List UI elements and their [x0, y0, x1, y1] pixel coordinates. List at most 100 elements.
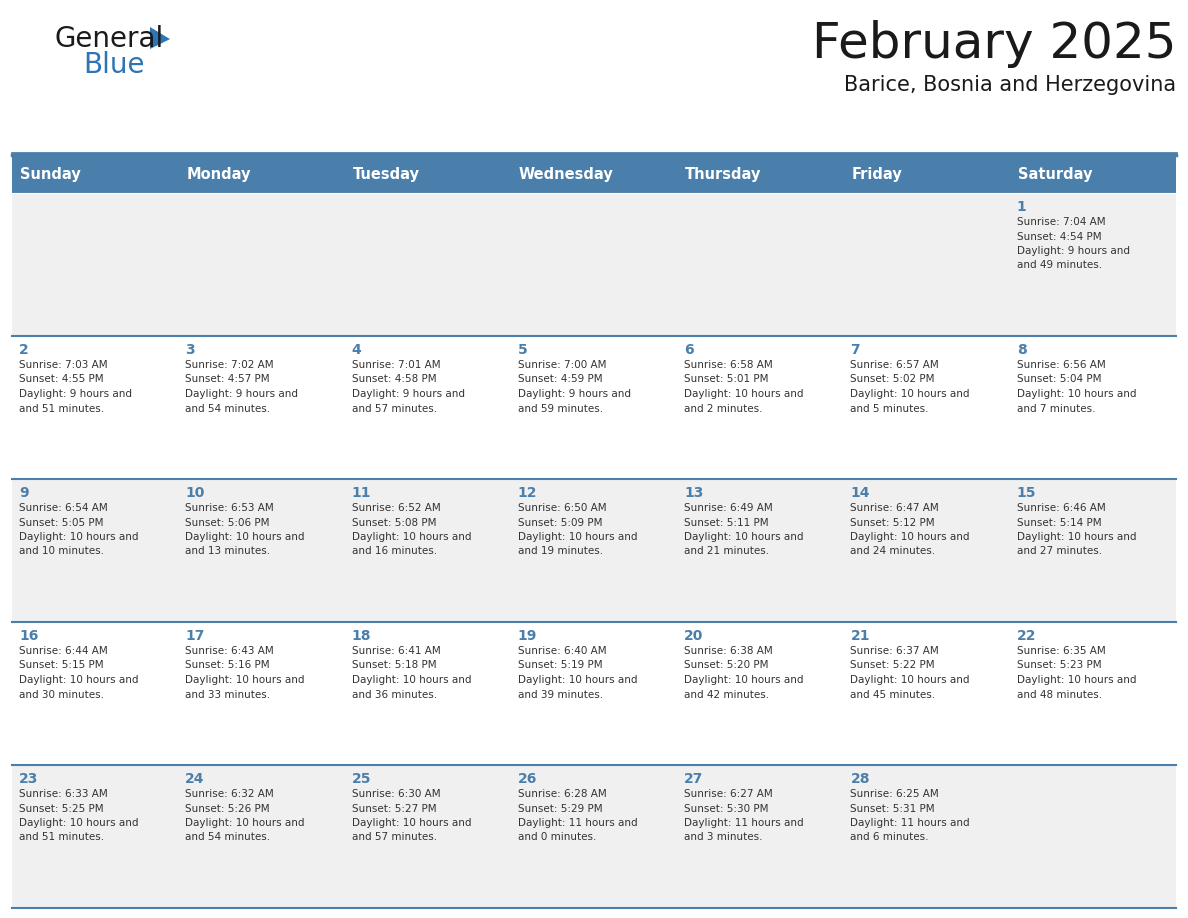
Text: Sunrise: 6:33 AM: Sunrise: 6:33 AM — [19, 789, 108, 799]
Text: 23: 23 — [19, 772, 38, 786]
Text: and 48 minutes.: and 48 minutes. — [1017, 689, 1101, 700]
Text: Daylight: 10 hours and: Daylight: 10 hours and — [352, 532, 472, 542]
Text: Daylight: 10 hours and: Daylight: 10 hours and — [1017, 532, 1136, 542]
Text: 4: 4 — [352, 343, 361, 357]
Text: Daylight: 10 hours and: Daylight: 10 hours and — [352, 818, 472, 828]
Text: 5: 5 — [518, 343, 527, 357]
Text: Daylight: 10 hours and: Daylight: 10 hours and — [518, 675, 637, 685]
Text: and 54 minutes.: and 54 minutes. — [185, 404, 271, 413]
Text: Sunset: 5:01 PM: Sunset: 5:01 PM — [684, 375, 769, 385]
Text: Thursday: Thursday — [685, 166, 762, 182]
Text: 6: 6 — [684, 343, 694, 357]
Bar — [178, 336, 345, 479]
Text: and 54 minutes.: and 54 minutes. — [185, 833, 271, 843]
Bar — [345, 765, 511, 908]
Text: and 21 minutes.: and 21 minutes. — [684, 546, 770, 556]
Text: Sunset: 4:54 PM: Sunset: 4:54 PM — [1017, 231, 1101, 241]
Bar — [1010, 155, 1176, 193]
Text: and 13 minutes.: and 13 minutes. — [185, 546, 271, 556]
Bar — [677, 193, 843, 336]
Text: Daylight: 9 hours and: Daylight: 9 hours and — [19, 389, 132, 399]
Bar — [843, 622, 1010, 765]
Text: Sunset: 5:27 PM: Sunset: 5:27 PM — [352, 803, 436, 813]
Text: Sunset: 5:18 PM: Sunset: 5:18 PM — [352, 660, 436, 670]
Text: Sunrise: 6:58 AM: Sunrise: 6:58 AM — [684, 360, 773, 370]
Bar — [677, 765, 843, 908]
Text: Sunset: 5:26 PM: Sunset: 5:26 PM — [185, 803, 270, 813]
Text: Blue: Blue — [83, 51, 145, 79]
Text: Sunset: 5:05 PM: Sunset: 5:05 PM — [19, 518, 103, 528]
Bar — [345, 193, 511, 336]
Text: Tuesday: Tuesday — [353, 166, 419, 182]
Text: 9: 9 — [19, 486, 29, 500]
Text: Daylight: 10 hours and: Daylight: 10 hours and — [185, 675, 305, 685]
Text: Barice, Bosnia and Herzegovina: Barice, Bosnia and Herzegovina — [843, 75, 1176, 95]
Text: Sunrise: 6:38 AM: Sunrise: 6:38 AM — [684, 646, 773, 656]
Text: 18: 18 — [352, 629, 371, 643]
Text: 21: 21 — [851, 629, 870, 643]
Text: Sunset: 5:02 PM: Sunset: 5:02 PM — [851, 375, 935, 385]
Text: 17: 17 — [185, 629, 204, 643]
Text: Sunset: 5:14 PM: Sunset: 5:14 PM — [1017, 518, 1101, 528]
Text: Sunset: 4:59 PM: Sunset: 4:59 PM — [518, 375, 602, 385]
Text: Daylight: 10 hours and: Daylight: 10 hours and — [19, 818, 139, 828]
Text: Daylight: 10 hours and: Daylight: 10 hours and — [185, 532, 305, 542]
Text: Wednesday: Wednesday — [519, 166, 614, 182]
Bar — [178, 479, 345, 622]
Text: Daylight: 10 hours and: Daylight: 10 hours and — [851, 675, 969, 685]
Text: Sunset: 5:12 PM: Sunset: 5:12 PM — [851, 518, 935, 528]
Text: Sunrise: 6:47 AM: Sunrise: 6:47 AM — [851, 503, 940, 513]
Text: 24: 24 — [185, 772, 204, 786]
Text: Daylight: 10 hours and: Daylight: 10 hours and — [1017, 675, 1136, 685]
Text: 1: 1 — [1017, 200, 1026, 214]
Text: 10: 10 — [185, 486, 204, 500]
Text: Sunrise: 6:57 AM: Sunrise: 6:57 AM — [851, 360, 940, 370]
Text: Sunset: 5:30 PM: Sunset: 5:30 PM — [684, 803, 769, 813]
Text: Sunrise: 6:52 AM: Sunrise: 6:52 AM — [352, 503, 441, 513]
Text: Daylight: 9 hours and: Daylight: 9 hours and — [185, 389, 298, 399]
Text: Sunrise: 6:25 AM: Sunrise: 6:25 AM — [851, 789, 940, 799]
Text: Sunrise: 6:27 AM: Sunrise: 6:27 AM — [684, 789, 773, 799]
Bar — [1010, 479, 1176, 622]
Bar — [511, 193, 677, 336]
Bar — [12, 765, 178, 908]
Text: Daylight: 11 hours and: Daylight: 11 hours and — [518, 818, 638, 828]
Text: and 51 minutes.: and 51 minutes. — [19, 404, 105, 413]
Bar — [345, 479, 511, 622]
Text: 28: 28 — [851, 772, 870, 786]
Text: Sunset: 5:15 PM: Sunset: 5:15 PM — [19, 660, 103, 670]
Text: Daylight: 10 hours and: Daylight: 10 hours and — [185, 818, 305, 828]
Bar — [511, 336, 677, 479]
Text: and 30 minutes.: and 30 minutes. — [19, 689, 105, 700]
Text: Sunset: 5:06 PM: Sunset: 5:06 PM — [185, 518, 270, 528]
Text: 13: 13 — [684, 486, 703, 500]
Text: Sunset: 5:25 PM: Sunset: 5:25 PM — [19, 803, 103, 813]
Text: Sunrise: 6:54 AM: Sunrise: 6:54 AM — [19, 503, 108, 513]
Bar — [178, 765, 345, 908]
Text: Sunrise: 6:41 AM: Sunrise: 6:41 AM — [352, 646, 441, 656]
Text: Daylight: 10 hours and: Daylight: 10 hours and — [851, 389, 969, 399]
Text: 19: 19 — [518, 629, 537, 643]
Bar — [677, 336, 843, 479]
Text: Sunset: 5:11 PM: Sunset: 5:11 PM — [684, 518, 769, 528]
Bar — [1010, 622, 1176, 765]
Bar — [345, 155, 511, 193]
Text: 11: 11 — [352, 486, 371, 500]
Text: Daylight: 10 hours and: Daylight: 10 hours and — [684, 532, 803, 542]
Text: Sunset: 5:22 PM: Sunset: 5:22 PM — [851, 660, 935, 670]
Text: 16: 16 — [19, 629, 38, 643]
Bar — [843, 336, 1010, 479]
Text: Daylight: 10 hours and: Daylight: 10 hours and — [1017, 389, 1136, 399]
Bar — [12, 479, 178, 622]
Text: Sunrise: 6:28 AM: Sunrise: 6:28 AM — [518, 789, 607, 799]
Text: Sunrise: 7:02 AM: Sunrise: 7:02 AM — [185, 360, 274, 370]
Text: Daylight: 10 hours and: Daylight: 10 hours and — [19, 532, 139, 542]
Text: and 57 minutes.: and 57 minutes. — [352, 404, 437, 413]
Bar — [12, 193, 178, 336]
Bar — [843, 765, 1010, 908]
Bar — [677, 479, 843, 622]
Text: Sunset: 5:31 PM: Sunset: 5:31 PM — [851, 803, 935, 813]
Text: 8: 8 — [1017, 343, 1026, 357]
Text: and 39 minutes.: and 39 minutes. — [518, 689, 604, 700]
Text: and 16 minutes.: and 16 minutes. — [352, 546, 437, 556]
